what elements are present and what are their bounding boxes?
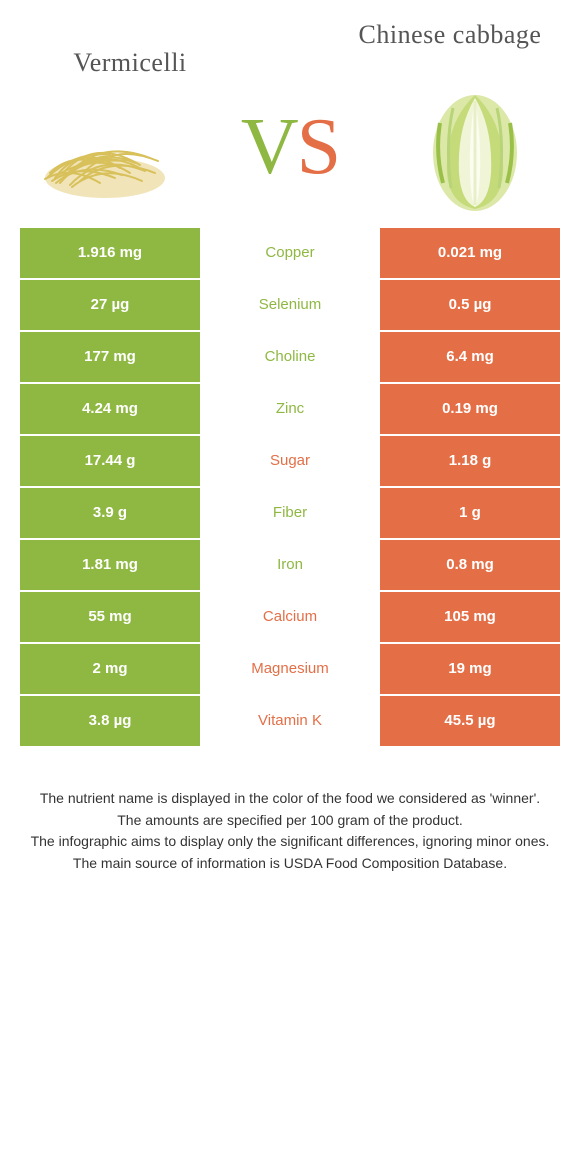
vermicelli-image — [30, 88, 180, 208]
nutrient-label: Zinc — [200, 384, 380, 434]
footer-notes: The nutrient name is displayed in the co… — [0, 788, 580, 875]
left-value: 2 mg — [20, 644, 200, 694]
left-value: 1.81 mg — [20, 540, 200, 590]
vs-v-letter: V — [241, 102, 297, 193]
left-value: 55 mg — [20, 592, 200, 642]
header: Vermicelli Chinese cabbage — [0, 0, 580, 78]
table-row: 4.24 mgZinc0.19 mg — [20, 384, 560, 436]
nutrient-label: Choline — [200, 332, 380, 382]
table-row: 1.81 mgIron0.8 mg — [20, 540, 560, 592]
vs-s-letter: S — [297, 102, 340, 193]
footer-line-1: The nutrient name is displayed in the co… — [30, 788, 550, 810]
table-row: 1.916 mgCopper0.021 mg — [20, 228, 560, 280]
right-value: 0.021 mg — [380, 228, 560, 278]
footer-line-3: The infographic aims to display only the… — [30, 831, 550, 853]
nutrient-label: Vitamin K — [200, 696, 380, 746]
nutrient-label: Copper — [200, 228, 380, 278]
right-value: 0.8 mg — [380, 540, 560, 590]
left-value: 1.916 mg — [20, 228, 200, 278]
table-row: 55 mgCalcium105 mg — [20, 592, 560, 644]
left-value: 4.24 mg — [20, 384, 200, 434]
nutrient-label: Selenium — [200, 280, 380, 330]
left-food-title: Vermicelli — [30, 20, 230, 78]
nutrient-table: 1.916 mgCopper0.021 mg27 µgSelenium0.5 µ… — [20, 228, 560, 748]
nutrient-label: Iron — [200, 540, 380, 590]
images-row: VS — [0, 78, 580, 228]
cabbage-image — [400, 88, 550, 208]
right-value: 19 mg — [380, 644, 560, 694]
footer-line-2: The amounts are specified per 100 gram o… — [30, 810, 550, 832]
table-row: 27 µgSelenium0.5 µg — [20, 280, 560, 332]
table-row: 3.9 gFiber1 g — [20, 488, 560, 540]
nutrient-label: Fiber — [200, 488, 380, 538]
right-value: 0.19 mg — [380, 384, 560, 434]
table-row: 17.44 gSugar1.18 g — [20, 436, 560, 488]
vs-label: VS — [241, 102, 339, 193]
right-value: 6.4 mg — [380, 332, 560, 382]
right-value: 1.18 g — [380, 436, 560, 486]
footer-line-4: The main source of information is USDA F… — [30, 853, 550, 875]
right-value: 105 mg — [380, 592, 560, 642]
left-value: 17.44 g — [20, 436, 200, 486]
right-value: 45.5 µg — [380, 696, 560, 746]
table-row: 2 mgMagnesium19 mg — [20, 644, 560, 696]
nutrient-label: Sugar — [200, 436, 380, 486]
table-row: 177 mgCholine6.4 mg — [20, 332, 560, 384]
right-value: 0.5 µg — [380, 280, 560, 330]
left-value: 177 mg — [20, 332, 200, 382]
left-value: 3.9 g — [20, 488, 200, 538]
left-value: 27 µg — [20, 280, 200, 330]
table-row: 3.8 µgVitamin K45.5 µg — [20, 696, 560, 748]
nutrient-label: Magnesium — [200, 644, 380, 694]
right-value: 1 g — [380, 488, 560, 538]
left-value: 3.8 µg — [20, 696, 200, 746]
right-food-title: Chinese cabbage — [350, 20, 550, 50]
nutrient-label: Calcium — [200, 592, 380, 642]
